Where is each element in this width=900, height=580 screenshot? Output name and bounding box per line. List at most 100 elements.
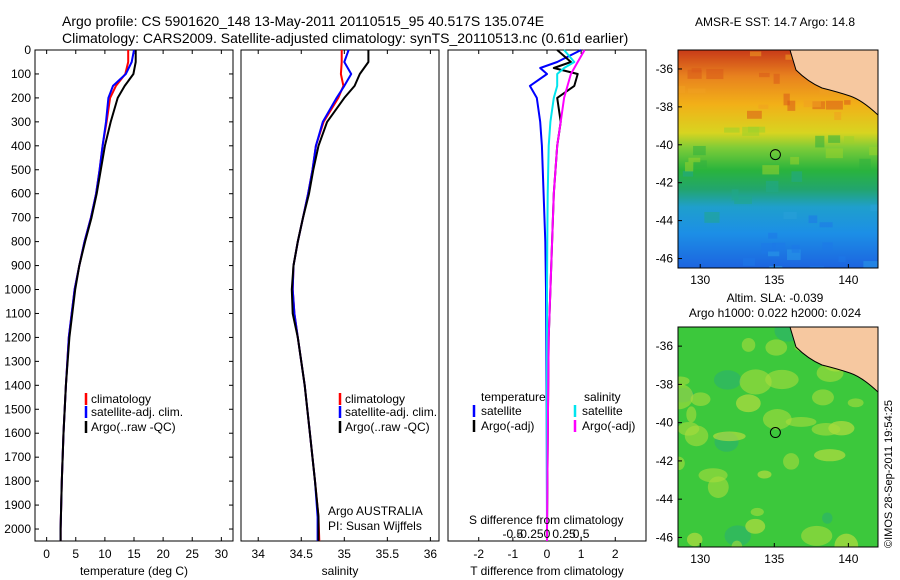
sla-texture-cell xyxy=(698,468,728,483)
sla-texture-cell xyxy=(724,525,751,547)
sst-land xyxy=(789,50,878,116)
sst-texture-cell xyxy=(869,146,878,156)
sla-texture-cell xyxy=(785,416,817,427)
map-y-tick-label: -40 xyxy=(656,416,674,430)
sst-texture-cell xyxy=(769,265,783,268)
sla-texture-cell xyxy=(834,533,859,547)
sla-texture-cell xyxy=(750,507,764,517)
sst-texture-cell xyxy=(706,68,724,80)
y-tick-label: 0 xyxy=(24,43,31,57)
sst-texture-cell xyxy=(838,256,846,262)
x-tick-label: 35.5 xyxy=(376,547,400,561)
sst-texture-cell xyxy=(682,170,694,177)
s-diff-tick-label: 0 xyxy=(544,527,551,541)
map-y-tick-label: -38 xyxy=(656,377,674,391)
sst-texture-cell xyxy=(693,145,706,156)
series-line-s-satellite xyxy=(546,49,576,541)
map-y-tick-label: -44 xyxy=(656,214,674,228)
sst-texture-cell xyxy=(822,242,833,251)
x-tick-label: 25 xyxy=(186,547,200,561)
x-tick-label: 34 xyxy=(252,547,266,561)
map-y-tick-label: -42 xyxy=(656,454,674,468)
x-tick-label: 2 xyxy=(612,547,619,561)
series-line-argo-raw-qc xyxy=(59,50,137,541)
x-tick-label: 36 xyxy=(424,547,438,561)
map-y-tick-label: -36 xyxy=(656,62,674,76)
sla-texture xyxy=(678,327,864,547)
figure-title-line1: Argo profile: CS 5901620_148 13-May-2011… xyxy=(62,13,545,29)
sst-texture-cell xyxy=(815,135,825,148)
sst-texture-cell xyxy=(828,135,841,143)
map-y-tick-label: -38 xyxy=(656,100,674,114)
s-difference-label: S difference from climatology xyxy=(469,513,624,527)
sla-texture-cell xyxy=(812,389,834,406)
s-diff-tick-label: 0.5 xyxy=(573,527,590,541)
x-tick-label: 35 xyxy=(338,547,352,561)
temperature-xlabel: temperature (deg C) xyxy=(80,564,188,578)
x-tick-label: -2 xyxy=(473,547,484,561)
sst-texture-cell xyxy=(767,251,780,257)
sst-texture-cell xyxy=(809,265,824,268)
sla-texture-cell xyxy=(741,338,756,352)
sla-texture-cell xyxy=(801,525,833,546)
legend-label-t-argo: Argo(-adj) xyxy=(481,419,534,433)
y-tick-label: 800 xyxy=(11,235,31,249)
x-tick-label: 0 xyxy=(544,547,551,561)
sst-texture-cell xyxy=(758,104,769,109)
sst-texture-cell xyxy=(749,51,762,57)
sla-texture-cell xyxy=(847,398,864,408)
y-tick-label: 1100 xyxy=(5,306,31,320)
y-tick-label: 1500 xyxy=(4,402,31,416)
sst-texture-cell xyxy=(761,243,776,254)
sla-texture-cell xyxy=(762,409,792,430)
legend-label-argo: Argo(..raw -QC) xyxy=(91,420,176,434)
sla-texture-cell xyxy=(822,512,833,524)
sla-texture-cell xyxy=(813,449,846,462)
y-tick-label: 600 xyxy=(11,187,31,201)
sst-texture-cell xyxy=(773,73,780,84)
sla-texture-cell xyxy=(684,425,709,447)
salinity-plot: 34 34.5 35 35.5 36 xyxy=(252,49,438,561)
map-y-tick-label: -40 xyxy=(656,138,674,152)
map-x-tick-label: 130 xyxy=(690,552,710,566)
sst-texture-cell xyxy=(787,249,801,261)
s-diff-tick-label: 0.25 xyxy=(552,527,576,541)
sst-texture-cell xyxy=(691,68,702,73)
series-line-argo-raw-qc xyxy=(290,50,370,541)
map-y-tick-label: -46 xyxy=(656,530,674,544)
map-y-tick-label: -42 xyxy=(656,176,674,190)
sst-texture-cell xyxy=(790,156,800,165)
legend-label-argo: Argo(..raw -QC) xyxy=(345,420,430,434)
sst-texture-cell xyxy=(863,261,878,268)
y-tick-label: 300 xyxy=(11,115,31,129)
difference-legend: temperature salinity satellite Argo(-adj… xyxy=(472,390,635,433)
sst-texture-cell xyxy=(724,127,740,133)
sst-map-title: AMSR-E SST: 14.7 Argo: 14.8 xyxy=(695,15,855,29)
sst-texture-cell xyxy=(758,72,770,78)
sla-texture-cell xyxy=(678,456,685,471)
map-x-tick-label: 135 xyxy=(764,273,784,287)
sst-map xyxy=(678,50,878,268)
sst-map-ticks: 130 135 140 -36 -38 -40 -42 -44 -46 xyxy=(656,62,859,287)
temperature-legend: climatology satellite-adj. clim. Argo(..… xyxy=(84,392,183,434)
argo-note-line1: Argo AUSTRALIA xyxy=(328,504,423,518)
sla-map-subtitle: Argo h1000: 0.022 h2000: 0.024 xyxy=(689,306,861,320)
x-tick-label: 15 xyxy=(127,547,141,561)
map-x-tick-label: 140 xyxy=(838,273,858,287)
sst-texture-cell xyxy=(734,196,752,205)
s-diff-tick-label: -0.25 xyxy=(516,527,544,541)
sst-texture-cell xyxy=(834,112,842,120)
y-tick-label: 200 xyxy=(11,91,31,105)
sla-texture-cell xyxy=(713,431,746,442)
map-y-tick-label: -46 xyxy=(656,252,674,266)
sla-texture-cell xyxy=(735,394,761,413)
sst-texture-cell xyxy=(688,157,701,163)
sla-texture-cell xyxy=(739,369,772,395)
x-tick-label: -1 xyxy=(508,547,519,561)
difference-plot: -2 -1 0 1 2 xyxy=(473,49,619,561)
x-tick-label: 30 xyxy=(215,547,229,561)
sla-argo-marker xyxy=(769,427,781,439)
sst-texture-cell xyxy=(762,165,780,175)
x-tick-label: 10 xyxy=(98,547,112,561)
